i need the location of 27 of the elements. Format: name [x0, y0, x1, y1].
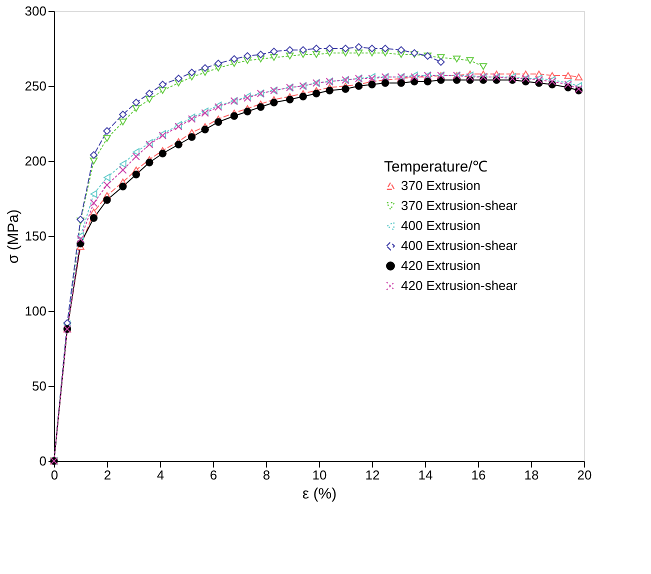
y-tick-label: 150 [24, 228, 46, 244]
x-tick-label: 18 [524, 468, 539, 482]
y-tick-label: 50 [32, 378, 46, 394]
x-tick-label: 14 [418, 468, 433, 482]
y-tick-label: 200 [24, 154, 46, 168]
x-tick-label: 20 [577, 468, 592, 482]
y-tick-label: 300 [24, 4, 46, 18]
legend-label: 420 Extrusion-shear [401, 278, 518, 293]
legend-label: 370 Extrusion-shear [401, 198, 518, 213]
y-tick-label: 250 [24, 78, 46, 94]
x-tick-label: 12 [365, 468, 380, 482]
legend-title: Temperature/℃ [384, 158, 488, 176]
x-tick-label: 6 [210, 468, 218, 482]
y-tick-label: 100 [24, 304, 46, 318]
x-tick-label: 10 [312, 468, 327, 482]
legend-label: 400 Extrusion-shear [401, 238, 518, 253]
legend-label: 370 Extrusion [401, 178, 480, 193]
x-tick-label: 0 [50, 468, 58, 482]
legend-label: 420 Extrusion [401, 258, 480, 273]
y-tick-label: 0 [39, 454, 46, 468]
x-tick-label: 2 [104, 468, 112, 482]
x-tick-label: 4 [156, 468, 164, 482]
y-axis-title: σ (MPa) [4, 209, 22, 264]
x-tick-label: 16 [471, 468, 486, 482]
legend-label: 400 Extrusion [401, 218, 480, 233]
x-tick-label: 8 [262, 468, 270, 482]
x-axis-title: ε (%) [302, 486, 337, 502]
